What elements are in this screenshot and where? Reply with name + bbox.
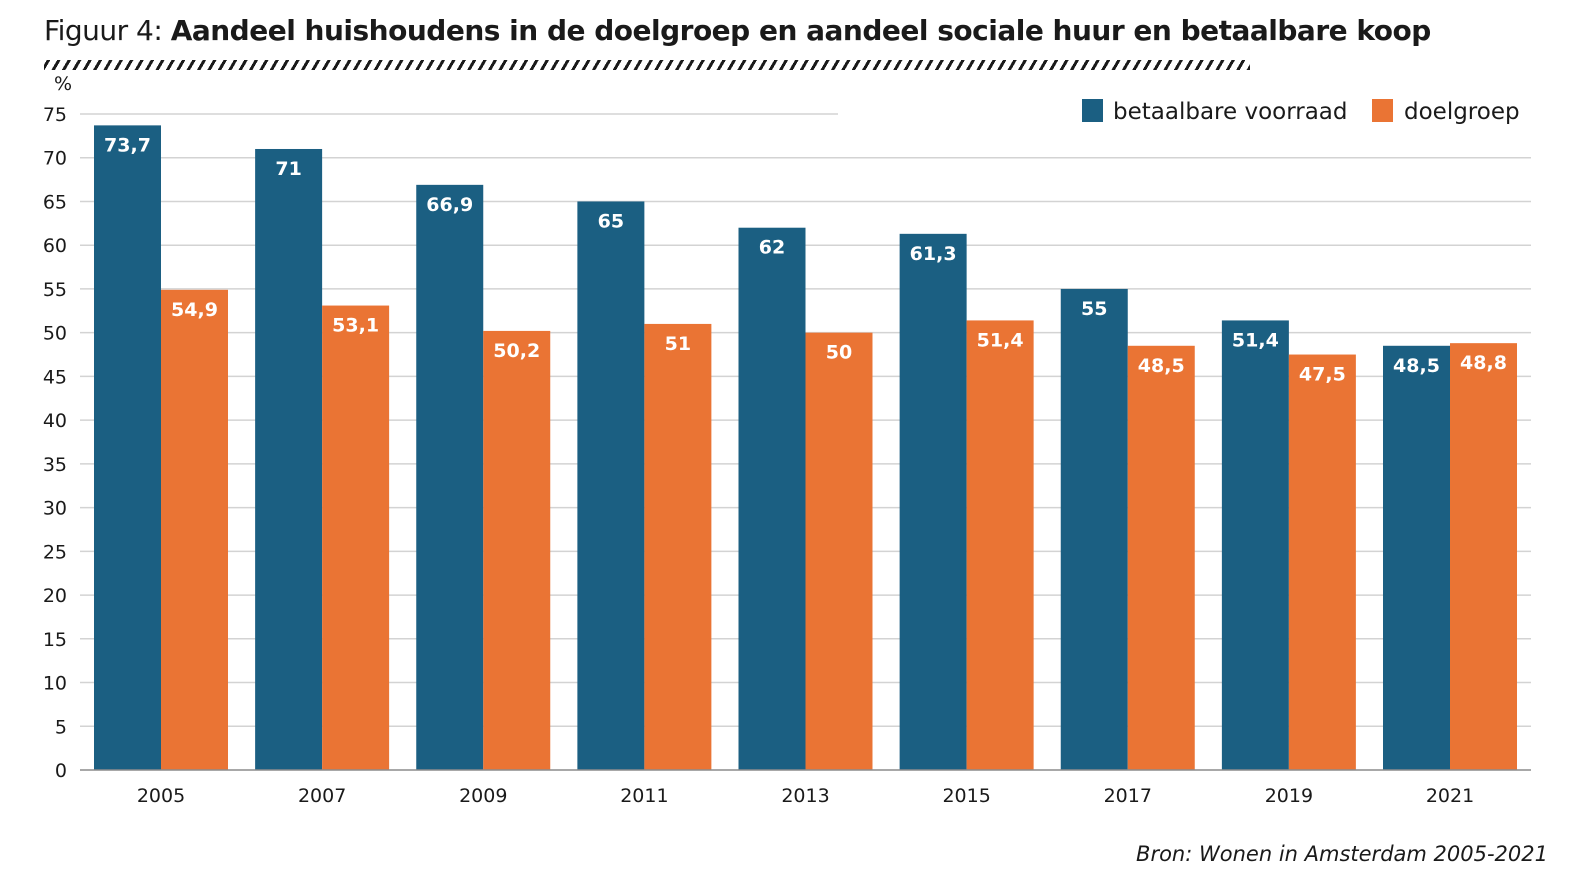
y-axis-ticks: 0 5 10 15 20 25 30 35 40 45 50 55 60 65 70 75	[43, 104, 67, 782]
y-tick-label: 30	[43, 498, 67, 520]
legend-label-doelgroep: doelgroep	[1404, 99, 1520, 125]
chart-title: Figuur 4: Aandeel huishoudens in de doel…	[44, 14, 1431, 47]
data-label: 62	[759, 237, 785, 259]
y-tick-label: 15	[43, 629, 67, 651]
x-tick-label: 2019	[1265, 785, 1313, 807]
bars	[94, 125, 1517, 770]
data-label: 65	[598, 210, 624, 232]
x-tick-label: 2021	[1426, 785, 1474, 807]
bar-betaalbare-voorraad-2021	[1383, 345, 1450, 770]
x-tick-label: 2009	[459, 785, 507, 807]
y-tick-label: 70	[43, 148, 67, 170]
y-tick-label: 50	[43, 323, 67, 345]
x-axis-ticks: 2005 2007 2009 2011 2013 2015 2017 2019 2021	[137, 785, 1474, 807]
data-label: 71	[275, 158, 301, 180]
y-tick-label: 0	[55, 760, 67, 782]
y-tick-label: 60	[43, 235, 67, 257]
bar-betaalbare-voorraad-2009	[416, 184, 484, 770]
bar-betaalbare-voorraad-2017	[1060, 288, 1128, 770]
y-tick-label: 65	[43, 191, 67, 213]
y-tick-label: 25	[43, 541, 67, 563]
data-label: 51,4	[977, 329, 1024, 351]
bar-betaalbare-voorraad-2019	[1221, 320, 1289, 770]
data-label: 50	[826, 342, 852, 364]
source-note: Bron: Wonen in Amsterdam 2005-2021	[1136, 842, 1548, 866]
legend-label-betaalbare-voorraad: betaalbare voorraad	[1113, 99, 1348, 125]
data-label: 50,2	[493, 340, 540, 362]
bar-betaalbare-voorraad-2013	[738, 227, 806, 770]
y-tick-label: 75	[43, 104, 67, 126]
bar-doelgroep-2013	[805, 332, 873, 770]
data-label: 73,7	[104, 134, 151, 156]
data-label: 54,9	[171, 299, 218, 321]
y-tick-label: 55	[43, 279, 67, 301]
figure-number: Figuur 4:	[44, 14, 163, 47]
data-label: 47,5	[1299, 364, 1346, 386]
title-divider	[44, 60, 1250, 70]
y-tick-label: 35	[43, 454, 67, 476]
data-label: 48,5	[1138, 355, 1185, 377]
bar-doelgroep-2017	[1127, 345, 1195, 770]
data-label: 51,4	[1232, 329, 1279, 351]
bar-doelgroep-2015	[966, 320, 1034, 770]
y-tick-label: 40	[43, 410, 67, 432]
x-tick-label: 2007	[298, 785, 346, 807]
data-label: 51	[665, 333, 691, 355]
data-label: 53,1	[332, 315, 379, 337]
figure-title: Aandeel huishoudens in de doelgroep en a…	[170, 14, 1432, 47]
legend: betaalbare voorraad doelgroep	[1082, 99, 1520, 125]
y-tick-label: 5	[55, 716, 67, 738]
bar-betaalbare-voorraad-2007	[255, 148, 323, 770]
legend-swatch-betaalbare-voorraad	[1082, 99, 1103, 122]
bar-betaalbare-voorraad-2011	[577, 201, 645, 770]
bar-doelgroep-2007	[322, 305, 390, 770]
legend-swatch-doelgroep	[1372, 99, 1393, 122]
x-tick-label: 2011	[620, 785, 668, 807]
y-tick-label: 20	[43, 585, 67, 607]
bar-doelgroep-2011	[644, 323, 712, 770]
data-label: 55	[1081, 298, 1107, 320]
bar-doelgroep-2019	[1288, 354, 1356, 770]
y-tick-label: 45	[43, 366, 67, 388]
data-label: 61,3	[910, 243, 957, 265]
bar-doelgroep-2021	[1450, 343, 1517, 770]
data-label: 48,8	[1460, 352, 1507, 374]
y-axis-unit: %	[54, 73, 72, 95]
x-tick-label: 2017	[1104, 785, 1152, 807]
x-tick-label: 2015	[942, 785, 990, 807]
x-tick-label: 2013	[781, 785, 829, 807]
data-label: 48,5	[1393, 355, 1440, 377]
bar-betaalbare-voorraad-2005	[94, 125, 161, 770]
x-tick-label: 2005	[137, 785, 185, 807]
data-labels: 73,7 54,9 71 53,1 66,9 50,2 65 51 62 50 61,3 51,4 55…	[104, 134, 1507, 385]
y-tick-label: 10	[43, 673, 67, 695]
bar-betaalbare-voorraad-2015	[899, 233, 967, 770]
bar-doelgroep-2005	[161, 289, 228, 770]
bar-doelgroep-2009	[483, 330, 551, 770]
data-label: 66,9	[426, 194, 473, 216]
